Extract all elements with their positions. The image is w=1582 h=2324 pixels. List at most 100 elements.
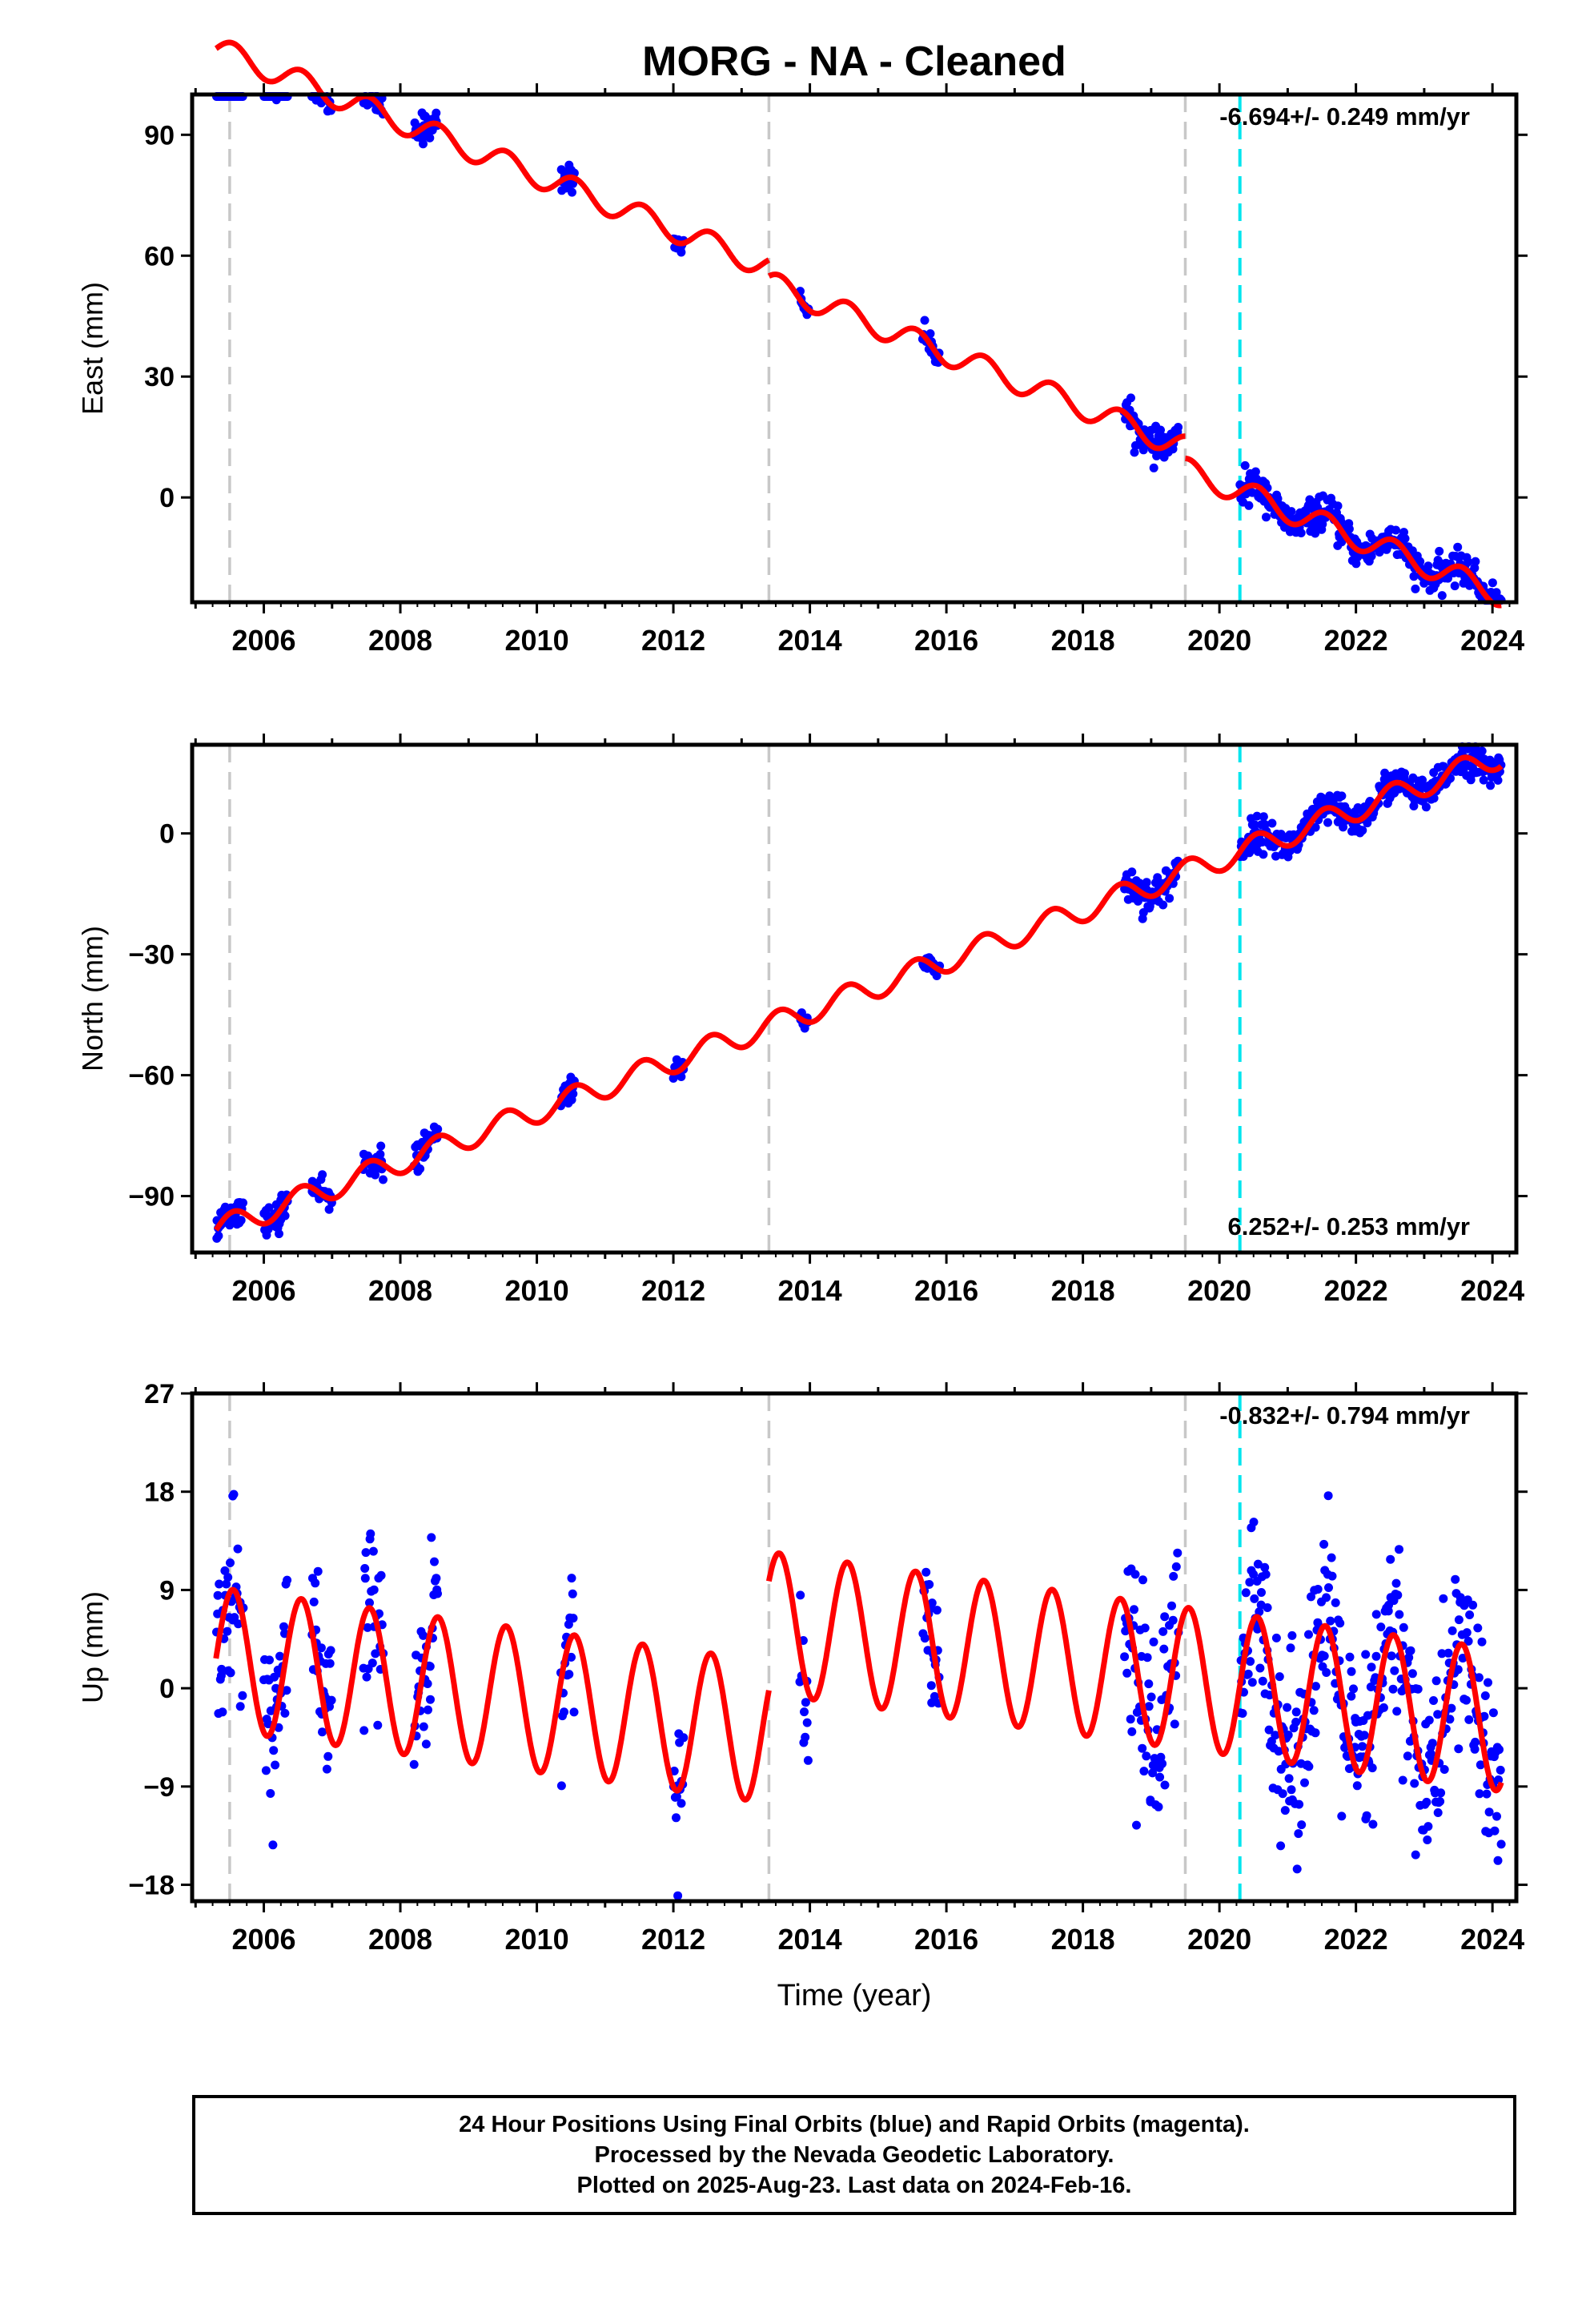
data-point [1493,775,1503,785]
data-point [239,1198,247,1208]
data-point [419,1630,428,1640]
y-tick-label: 60 [144,241,175,271]
data-point [371,1649,380,1659]
data-point [1127,1727,1137,1736]
data-point [1250,820,1259,830]
data-point [216,1671,226,1680]
data-point [1287,507,1296,517]
data-point [327,1695,336,1705]
data-point [1291,1717,1301,1727]
data-point [556,1781,566,1791]
data-point [1453,542,1463,552]
data-point [1304,1762,1314,1771]
data-point [1409,572,1419,581]
x-tick-label: 2024 [1460,1274,1524,1307]
data-point [1464,1636,1473,1646]
data-point [1352,1781,1362,1791]
data-point [567,1574,576,1583]
data-point [1495,1745,1504,1755]
data-point [1437,591,1447,601]
data-point [1468,1600,1478,1610]
data-point [926,329,935,339]
data-point [1393,1590,1403,1600]
data-point [1400,769,1409,778]
data-point [1287,1630,1297,1640]
data-point [236,1216,246,1225]
data-point [1297,1820,1307,1830]
data-point [926,1681,936,1691]
data-point [1121,1626,1130,1636]
data-point [1367,1663,1376,1672]
data-point [1130,1605,1138,1614]
data-point [802,1718,812,1727]
data-point [1335,1618,1345,1628]
data-point [1433,1808,1443,1817]
data-point [367,1659,377,1668]
x-tick-label: 2008 [368,1923,432,1956]
data-point [1388,1684,1398,1694]
data-point [1238,1709,1247,1718]
caption-line-3: Plotted on 2025-Aug-23. Last data on 202… [576,2173,1132,2198]
data-point [1138,1743,1147,1753]
data-point [1127,867,1137,877]
x-tick-label: 2010 [505,1274,569,1307]
data-point [1423,1835,1432,1844]
data-point [266,1789,275,1798]
panel-east: 0 30 60 90 2006 2008 2010 2012 2014 2016 2018 2020 2… [76,39,1528,657]
x-tick-label: 2022 [1324,624,1388,657]
data-point [1257,1588,1266,1597]
data-point [1398,1775,1407,1785]
data-point [1422,1797,1431,1807]
data-points-east [212,92,1506,605]
data-point [1275,1672,1284,1682]
data-point [230,1613,239,1622]
data-point [1296,529,1306,537]
data-point [1263,1603,1272,1612]
data-point [1376,1622,1386,1632]
data-point [426,1695,435,1704]
data-point [1255,1607,1264,1617]
data-point [282,1686,291,1695]
data-point [1140,1623,1150,1633]
y-tick-label: 18 [144,1478,175,1508]
data-point [433,1589,442,1598]
data-point [1423,561,1433,571]
data-point [226,1668,235,1678]
data-point [1138,1575,1147,1585]
x-tick-label: 2016 [914,1923,978,1956]
data-point [1260,820,1270,830]
data-point [1326,1616,1335,1626]
data-point [1424,1715,1434,1725]
data-point [270,1672,279,1682]
data-point [673,1891,683,1900]
data-point [1323,1491,1333,1501]
data-point [1284,1774,1294,1783]
data-point [677,1072,686,1081]
data-point [223,1626,232,1636]
data-point [1122,1668,1132,1678]
x-tick-label: 2016 [914,1274,978,1307]
data-point [1474,1673,1484,1683]
data-point [568,1614,578,1623]
data-point [1490,1826,1500,1835]
rate-annotation: -0.832+/- 0.794 mm/yr [1219,1401,1470,1429]
data-point [564,1619,573,1629]
x-tick-label: 2020 [1187,1923,1251,1956]
data-point [362,1672,371,1682]
data-point [1168,1615,1178,1625]
data-point [1436,1788,1446,1798]
data-point [1322,1668,1331,1677]
data-point [1158,1759,1167,1768]
data-point [1494,1775,1504,1784]
data-point [1160,1612,1170,1622]
data-point [1337,1811,1347,1821]
data-point [1258,1676,1267,1686]
data-point [376,1570,386,1580]
y-axis-label: East (mm) [76,282,109,415]
data-point [1391,525,1400,535]
data-point [1492,1811,1501,1821]
data-point [1271,1633,1281,1642]
data-point [1439,1765,1449,1774]
data-point [1253,1624,1263,1634]
data-point [569,1707,579,1717]
